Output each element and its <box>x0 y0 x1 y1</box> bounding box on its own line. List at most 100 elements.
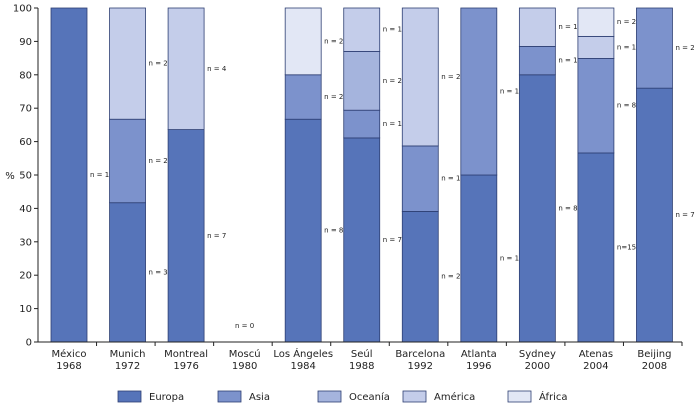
category-label: Barcelona <box>395 349 445 360</box>
bar-segment <box>343 51 381 111</box>
count-label: n = 4 <box>207 65 227 73</box>
category-year-label: 1968 <box>56 361 81 372</box>
count-label: n = 2 <box>617 18 636 26</box>
category-year-label: 2000 <box>525 361 550 372</box>
bar-segment <box>284 118 322 343</box>
count-label: n = 8 <box>617 102 636 110</box>
legend-swatch <box>117 390 142 403</box>
category-label: Montreal <box>164 349 208 360</box>
y-tick-label: 80 <box>19 70 32 81</box>
y-tick-label: 90 <box>19 37 32 48</box>
count-label: n = 7 <box>383 236 402 244</box>
category-year-label: 1984 <box>290 361 315 372</box>
count-label: n = 3 <box>149 268 168 276</box>
category-label: Seúl <box>351 348 373 360</box>
category-label: Atlanta <box>461 349 497 360</box>
y-tick-label: 100 <box>13 4 32 15</box>
legend-label: Europa <box>149 392 184 403</box>
y-tick-label: 70 <box>19 104 32 115</box>
y-tick-label: 0 <box>26 338 32 349</box>
y-tick-label: 30 <box>19 237 32 248</box>
category-year-label: 2004 <box>583 361 608 372</box>
count-label: n = 1 <box>617 43 636 51</box>
category-label: Moscú <box>229 348 261 360</box>
count-label: n = 1 <box>383 120 402 128</box>
count-label: n = 2 <box>675 44 694 52</box>
bar-segment <box>401 145 439 212</box>
bar-segment <box>401 211 439 343</box>
count-label: n=15 <box>617 243 636 251</box>
category-label: México <box>52 348 87 360</box>
bar-segment <box>577 7 615 37</box>
count-label: n = 1 <box>383 26 402 34</box>
count-label: n = 2 <box>383 77 402 85</box>
count-label: n = 1 <box>558 23 577 31</box>
bar-segment <box>460 174 498 343</box>
legend-label: Oceanía <box>349 391 390 403</box>
count-label: n = 2 <box>324 37 343 45</box>
category-label: Los Ángeles <box>273 347 333 360</box>
bar-segment <box>401 7 439 147</box>
bar-segment <box>109 7 146 120</box>
count-label: n = 2 <box>149 157 168 165</box>
bar-segment <box>167 129 205 343</box>
count-label: n = 1 <box>90 171 109 179</box>
y-tick-label: 60 <box>19 137 32 148</box>
y-axis-label: % <box>5 171 15 182</box>
count-label: n = 7 <box>675 211 694 219</box>
legend-swatch <box>507 390 532 403</box>
category-label: Beijing <box>637 349 671 360</box>
category-label: Sydney <box>519 349 556 360</box>
bar-segment <box>518 7 556 47</box>
count-label: n = 8 <box>558 204 577 212</box>
category-year-label: 1976 <box>173 361 198 372</box>
y-tick-label: 50 <box>19 171 32 182</box>
bar-segment <box>636 87 673 343</box>
category-year-label: 2008 <box>642 361 667 372</box>
count-label: n = 1 <box>500 88 519 96</box>
bar-segment <box>50 7 88 343</box>
legend-swatch <box>217 390 242 403</box>
category-label: Atenas <box>579 349 613 360</box>
legend-label: América <box>434 391 475 403</box>
bar-segment <box>577 58 615 154</box>
count-label: n = 1 <box>558 57 577 65</box>
category-year-label: 1996 <box>466 361 491 372</box>
category-year-label: 1992 <box>408 361 433 372</box>
bar-segment <box>518 74 556 343</box>
category-year-label: 1988 <box>349 361 374 372</box>
bar-segment <box>460 7 498 176</box>
y-tick-label: 10 <box>19 304 32 315</box>
count-label: n = 1 <box>500 255 519 263</box>
bar-segment <box>636 7 673 89</box>
count-label: n = 2 <box>324 93 343 101</box>
legend-swatch <box>402 390 427 403</box>
bar-segment <box>109 118 146 204</box>
category-year-label: 1972 <box>115 361 140 372</box>
bar-segment <box>577 35 615 59</box>
count-label: n = 2 <box>441 273 460 281</box>
count-label: n = 8 <box>324 227 343 235</box>
bar-segment <box>343 109 381 139</box>
bar-segment <box>284 7 322 76</box>
count-label: n = 7 <box>207 232 226 240</box>
bar-segment <box>343 7 381 52</box>
category-year-label: 1980 <box>232 361 257 372</box>
count-label: n = 2 <box>149 60 168 68</box>
bar-segment <box>284 74 322 120</box>
bar-segment <box>518 46 556 76</box>
legend-swatch <box>317 390 342 403</box>
bar-segment <box>343 137 381 343</box>
bar-segment <box>167 7 205 130</box>
count-label: n = 1 <box>441 175 460 183</box>
category-label: Munich <box>110 349 146 360</box>
count-label: n = 0 <box>235 322 254 330</box>
legend-label: África <box>539 390 568 403</box>
count-label: n = 2 <box>441 73 460 81</box>
bar-segment <box>109 202 146 343</box>
bar-segment <box>577 152 615 343</box>
y-tick-label: 40 <box>19 204 32 215</box>
legend-label: Asia <box>249 392 270 403</box>
y-tick-label: 20 <box>19 271 32 282</box>
